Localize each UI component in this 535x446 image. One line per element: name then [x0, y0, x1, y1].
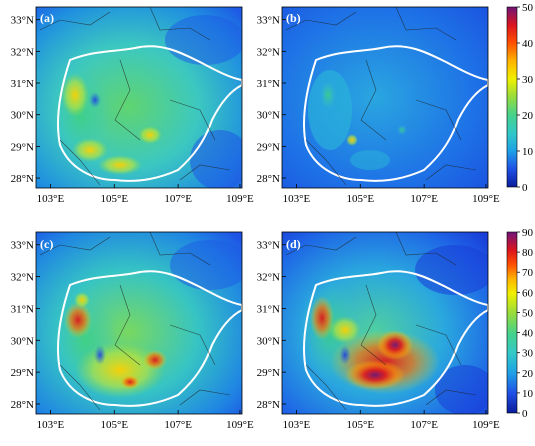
- colorbar-ramp: [506, 6, 518, 188]
- lon-tick-label: 105°E: [346, 419, 374, 431]
- colorbar-tick-label: 20: [522, 110, 534, 122]
- colorbar-tick-label: 30: [522, 74, 534, 86]
- lat-tick-label: 29°N: [257, 367, 280, 379]
- lat-tick-label: 33°N: [11, 240, 34, 252]
- lat-tick-label: 32°N: [11, 46, 34, 58]
- colorbar-tick-label: 60: [522, 287, 534, 299]
- panel-frame: [35, 231, 243, 415]
- lat-tick-label: 29°N: [11, 141, 34, 153]
- colorbar-tick-label: 10: [522, 388, 534, 400]
- colorbar-tick-label: 50: [522, 307, 534, 319]
- colorbar-tick-label: 90: [522, 227, 534, 239]
- colorbar-tick-label: 0: [522, 182, 528, 194]
- colorbar-tick-label: 30: [522, 348, 534, 360]
- panel-frame: [281, 6, 489, 189]
- lon-tick-label: 105°E: [100, 193, 128, 205]
- lat-tick-label: 31°N: [257, 303, 280, 315]
- lon-tick-label: 103°E: [37, 193, 65, 205]
- lat-tick-label: 30°N: [11, 335, 34, 347]
- colorbar-tick-label: 50: [522, 2, 534, 14]
- basin-boundary: [57, 270, 242, 407]
- lat-tick-label: 33°N: [11, 15, 34, 27]
- province-borders: [39, 232, 231, 411]
- lat-tick-label: 30°N: [11, 110, 34, 122]
- province-borders: [285, 232, 477, 411]
- colorbar-tick-label: 80: [522, 247, 534, 259]
- basin-boundary: [303, 45, 488, 182]
- lat-tick-label: 33°N: [257, 240, 280, 252]
- lon-tick-label: 109°E: [226, 193, 254, 205]
- lon-tick-label: 103°E: [37, 419, 65, 431]
- colorbar-tick-label: 40: [522, 328, 534, 340]
- lon-tick-label: 103°E: [283, 419, 311, 431]
- lon-tick-label: 109°E: [472, 193, 500, 205]
- basin-boundary: [303, 270, 488, 407]
- lon-tick-label: 107°E: [410, 193, 438, 205]
- colorbar-tick-label: 0: [522, 408, 528, 420]
- lon-tick-label: 107°E: [410, 419, 438, 431]
- colorbar-ramp: [506, 231, 518, 414]
- panel-a: (a): [35, 6, 243, 189]
- lat-tick-label: 28°N: [257, 173, 280, 185]
- panel-c: (c): [35, 231, 243, 415]
- lat-tick-label: 31°N: [257, 78, 280, 90]
- lat-tick-label: 29°N: [11, 367, 34, 379]
- lat-tick-label: 28°N: [257, 399, 280, 411]
- lat-tick-label: 28°N: [11, 399, 34, 411]
- lon-tick-label: 105°E: [100, 419, 128, 431]
- lon-tick-label: 103°E: [283, 193, 311, 205]
- lon-tick-label: 109°E: [226, 419, 254, 431]
- lat-tick-label: 32°N: [257, 272, 280, 284]
- panel-b: (b): [281, 6, 489, 189]
- lat-tick-label: 30°N: [257, 335, 280, 347]
- lon-tick-label: 107°E: [164, 193, 192, 205]
- lat-tick-label: 30°N: [257, 110, 280, 122]
- panel-label: (a): [40, 11, 54, 25]
- province-borders: [39, 7, 231, 186]
- panel-label: (d): [286, 237, 301, 251]
- lat-tick-label: 33°N: [257, 15, 280, 27]
- lat-tick-label: 31°N: [11, 78, 34, 90]
- panel-d: (d): [281, 231, 489, 415]
- lat-tick-label: 29°N: [257, 141, 280, 153]
- basin-boundary: [57, 45, 242, 182]
- colorbar-top: 50 40 30 20 10 0: [506, 2, 534, 194]
- lat-tick-label: 28°N: [11, 173, 34, 185]
- panel-frame: [35, 6, 243, 189]
- colorbar-tick-label: 10: [522, 146, 534, 158]
- colorbar-tick-label: 70: [522, 267, 534, 279]
- lat-tick-label: 32°N: [257, 46, 280, 58]
- panel-label: (b): [286, 11, 301, 25]
- colorbar-tick-label: 20: [522, 368, 534, 380]
- province-borders: [285, 7, 477, 186]
- lon-tick-label: 105°E: [346, 193, 374, 205]
- lon-tick-label: 109°E: [472, 419, 500, 431]
- lat-tick-label: 31°N: [11, 303, 34, 315]
- colorbar-tick-label: 40: [522, 38, 534, 50]
- panel-label: (c): [40, 237, 53, 251]
- panel-frame: [281, 231, 489, 415]
- lon-tick-label: 107°E: [164, 419, 192, 431]
- lat-tick-label: 32°N: [11, 272, 34, 284]
- colorbar-bottom: 90 80 70 60 50 40 30 20 10 0: [506, 227, 534, 420]
